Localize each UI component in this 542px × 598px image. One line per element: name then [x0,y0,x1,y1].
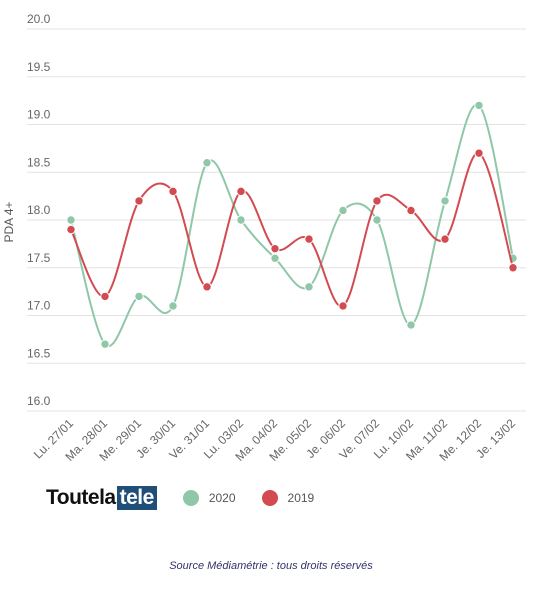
legend: Toutela tele 2020 2019 [46,484,314,512]
y-tick-label: 18.5 [27,155,51,169]
data-point-2019[interactable] [236,186,246,197]
legend-swatch-2020 [182,490,199,506]
logo-text-part2: tele [116,486,157,510]
y-tick-label: 17.0 [27,299,51,313]
data-point-2019[interactable] [406,205,416,216]
data-point-2019[interactable] [66,224,76,235]
grid-lines [27,28,526,412]
data-point-2020[interactable] [440,196,450,206]
data-point-2020[interactable] [338,205,348,216]
data-point-2019[interactable] [508,263,518,273]
data-point-2020[interactable] [372,215,382,225]
data-point-2019[interactable] [270,243,280,254]
y-axis-ticks: 16.0 16.5 17.0 17.5 18.0 18.5 19.0 19.5 20.0 [27,12,51,408]
data-point-2020[interactable] [406,320,416,330]
data-point-2020[interactable] [304,282,314,292]
y-tick-label: 16.5 [27,346,51,360]
data-point-2019[interactable] [440,234,450,244]
y-axis-label: PDA 4+ [2,201,16,242]
y-tick-label: 19.0 [27,108,51,122]
data-point-2020[interactable] [134,291,144,302]
data-point-2020[interactable] [236,215,246,225]
series-line-2020 [70,103,514,348]
y-tick-label: 19.5 [27,60,51,74]
data-point-2020[interactable] [474,100,484,111]
data-point-2020[interactable] [168,301,178,311]
source-note: Source Médiamétrie : tous droits réservé… [169,560,373,572]
data-point-2020[interactable] [100,339,110,349]
data-point-2019[interactable] [338,301,348,311]
legend-swatch-2019 [261,490,278,506]
data-point-2020[interactable] [66,215,76,225]
y-tick-label: 20.0 [27,12,51,26]
data-point-2019[interactable] [372,196,382,206]
legend-label-2019: 2019 [287,491,315,505]
data-point-2020[interactable] [270,253,280,263]
data-point-2019[interactable] [474,148,484,158]
y-tick-label: 18.0 [27,203,51,217]
data-point-2019[interactable] [100,291,110,302]
legend-label-2020: 2020 [208,491,236,505]
logo: Toutela tele [46,485,157,511]
data-point-2019[interactable] [304,234,314,244]
data-point-2020[interactable] [202,158,212,168]
data-point-2019[interactable] [168,186,178,197]
legend-item-2020[interactable]: 2020 [182,490,236,506]
data-point-2019[interactable] [134,196,144,206]
series-line-2019 [70,152,514,307]
line-chart: 16.0 16.5 17.0 17.5 18.0 18.5 19.0 19.5 20.0 Lu.… [2,12,526,464]
legend-item-2019[interactable]: 2019 [261,490,315,506]
data-point-2019[interactable] [202,282,212,292]
logo-text-part1: Toutela [46,486,116,509]
y-tick-label: 17.5 [27,251,51,265]
series-lines [66,100,518,349]
y-tick-label: 16.0 [27,394,51,408]
